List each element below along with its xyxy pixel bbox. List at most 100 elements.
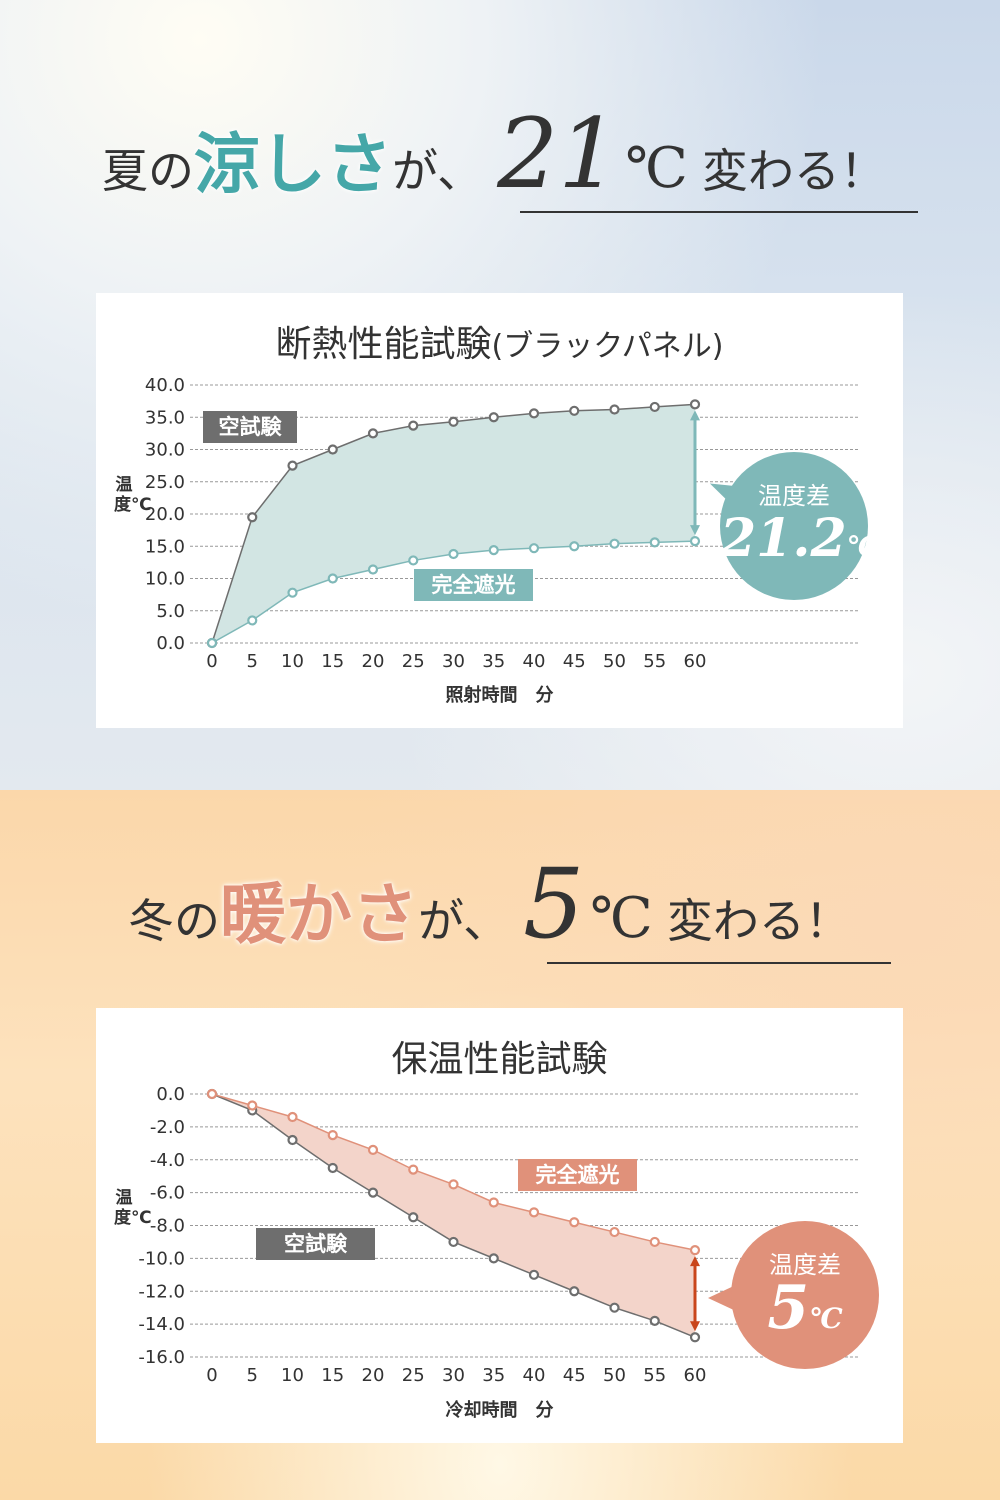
chart-title: 断熱性能試験(ブラックパネル) <box>275 324 724 365</box>
y-tick-label: 0.0 <box>156 633 185 654</box>
insulation-chart: 断熱性能試験(ブラックパネル) 40.0 35.0 30.0 25.0 20.0 15.0… <box>96 293 903 728</box>
heat-retention-chart: 保温性能試験 0.0 -2.0 -4.0 -6.0 -8.0 -10.0 -12.0 -14.… <box>96 1008 903 1443</box>
arrow-head <box>690 410 700 421</box>
x-axis-label: 冷却時間 分 <box>445 1400 554 1421</box>
series-label-shade: 完全遮光 <box>414 569 533 601</box>
headline-text: 冬の <box>128 894 220 948</box>
data-point <box>528 543 540 554</box>
y-tick-label: -10.0 <box>138 1248 185 1269</box>
data-point <box>689 399 701 410</box>
x-tick-label: 10 <box>281 651 304 672</box>
y-tick-label: 35.0 <box>145 407 185 428</box>
data-point <box>408 1212 419 1223</box>
data-point <box>408 420 419 431</box>
data-point <box>689 1332 701 1343</box>
data-point <box>287 587 298 598</box>
y-tick-label: -4.0 <box>150 1150 185 1171</box>
x-tick-label: 50 <box>603 651 626 672</box>
headline-text: が、 <box>418 894 510 948</box>
x-tick-label: 20 <box>362 651 385 672</box>
series-label-blank: 空試験 <box>203 411 297 443</box>
data-point <box>528 1207 540 1218</box>
data-point <box>569 405 580 416</box>
difference-label: 温度差 <box>769 1251 841 1279</box>
data-point <box>408 1164 419 1175</box>
headline-number: 5 <box>523 848 585 960</box>
headline-text: 変わる！ <box>701 144 886 198</box>
x-tick-label: 45 <box>563 651 586 672</box>
x-tick-label: 25 <box>402 651 425 672</box>
data-point <box>247 512 258 523</box>
x-tick-label: 5 <box>247 1365 258 1386</box>
arrow-head <box>690 525 700 536</box>
x-tick-label: 0 <box>206 1365 217 1386</box>
data-point <box>488 1197 499 1208</box>
difference-bubble: 温度差 5℃ <box>731 1221 879 1369</box>
data-point <box>287 1134 298 1146</box>
y-tick-label: 15.0 <box>145 536 185 557</box>
x-tick-label: 50 <box>603 1365 626 1386</box>
headline-underline <box>547 962 891 964</box>
data-point <box>649 1315 660 1326</box>
data-point <box>367 564 379 575</box>
y-tick-label: -2.0 <box>150 1117 185 1138</box>
data-point <box>327 573 338 584</box>
data-point <box>528 1269 540 1280</box>
headline-unit: ℃ <box>590 886 653 951</box>
data-point <box>367 428 379 439</box>
data-point <box>689 535 701 547</box>
data-point <box>247 615 258 626</box>
data-point <box>408 555 419 566</box>
x-tick-label: 60 <box>684 651 707 672</box>
y-tick-label: 0.0 <box>156 1084 185 1105</box>
data-point <box>206 1088 218 1100</box>
data-point <box>569 541 580 552</box>
data-point <box>287 460 298 471</box>
data-point <box>206 637 218 649</box>
arrow-head <box>690 1321 700 1332</box>
y-axis-label: 温度℃ <box>114 1188 152 1228</box>
data-point <box>569 1286 580 1297</box>
difference-bubble: 温度差 21.2℃ <box>720 452 880 600</box>
headline-accent: 暖かさ <box>220 876 418 953</box>
x-tick-label: 15 <box>321 651 344 672</box>
data-point <box>327 1129 338 1141</box>
headline-text: 夏の <box>102 144 194 198</box>
data-point <box>609 538 620 549</box>
headline-text: 変わる！ <box>666 894 851 948</box>
y-tick-label: -8.0 <box>150 1216 185 1237</box>
headline-accent: 涼しさ <box>194 126 392 203</box>
data-point <box>448 1236 459 1248</box>
summer-headline: 夏の 涼しさ が、 21 ℃ 変わる！ <box>102 98 886 210</box>
x-tick-label: 15 <box>321 1365 344 1386</box>
data-point <box>488 412 499 423</box>
x-tick-label: 55 <box>643 651 666 672</box>
x-tick-label: 40 <box>523 1365 546 1386</box>
x-tick-label: 20 <box>362 1365 385 1386</box>
y-tick-label: 25.0 <box>145 472 185 493</box>
data-point <box>649 1236 660 1248</box>
difference-label: 温度差 <box>758 482 830 510</box>
y-tick-label: -16.0 <box>138 1347 185 1368</box>
data-point <box>448 548 459 560</box>
series-label-blank: 空試験 <box>256 1228 375 1260</box>
data-point <box>367 1187 379 1198</box>
x-tick-label: 25 <box>402 1365 425 1386</box>
winter-headline: 冬の 暖かさ が、 5 ℃ 変わる！ <box>128 848 851 960</box>
chart-plot: 0.0 -2.0 -4.0 -6.0 -8.0 -10.0 -12.0 -14.0 -16.0 0… <box>138 1084 858 1386</box>
data-point <box>367 1144 379 1155</box>
y-tick-label: -6.0 <box>150 1183 185 1204</box>
data-point <box>448 416 459 427</box>
summer-section: 夏の 涼しさ が、 21 ℃ 変わる！ 断熱性能試験(ブラックパネル) 40.0… <box>0 0 1000 790</box>
data-point <box>609 1302 620 1313</box>
y-tick-label: 20.0 <box>145 504 185 525</box>
headline-unit: ℃ <box>625 136 688 201</box>
difference-area <box>212 1094 695 1338</box>
y-tick-label: -12.0 <box>138 1281 185 1302</box>
data-point <box>528 408 540 419</box>
series-label-shade: 完全遮光 <box>518 1159 637 1191</box>
x-tick-label: 0 <box>206 651 217 672</box>
data-point <box>649 401 660 413</box>
x-tick-label: 35 <box>482 1365 505 1386</box>
y-tick-label: 40.0 <box>145 375 185 396</box>
